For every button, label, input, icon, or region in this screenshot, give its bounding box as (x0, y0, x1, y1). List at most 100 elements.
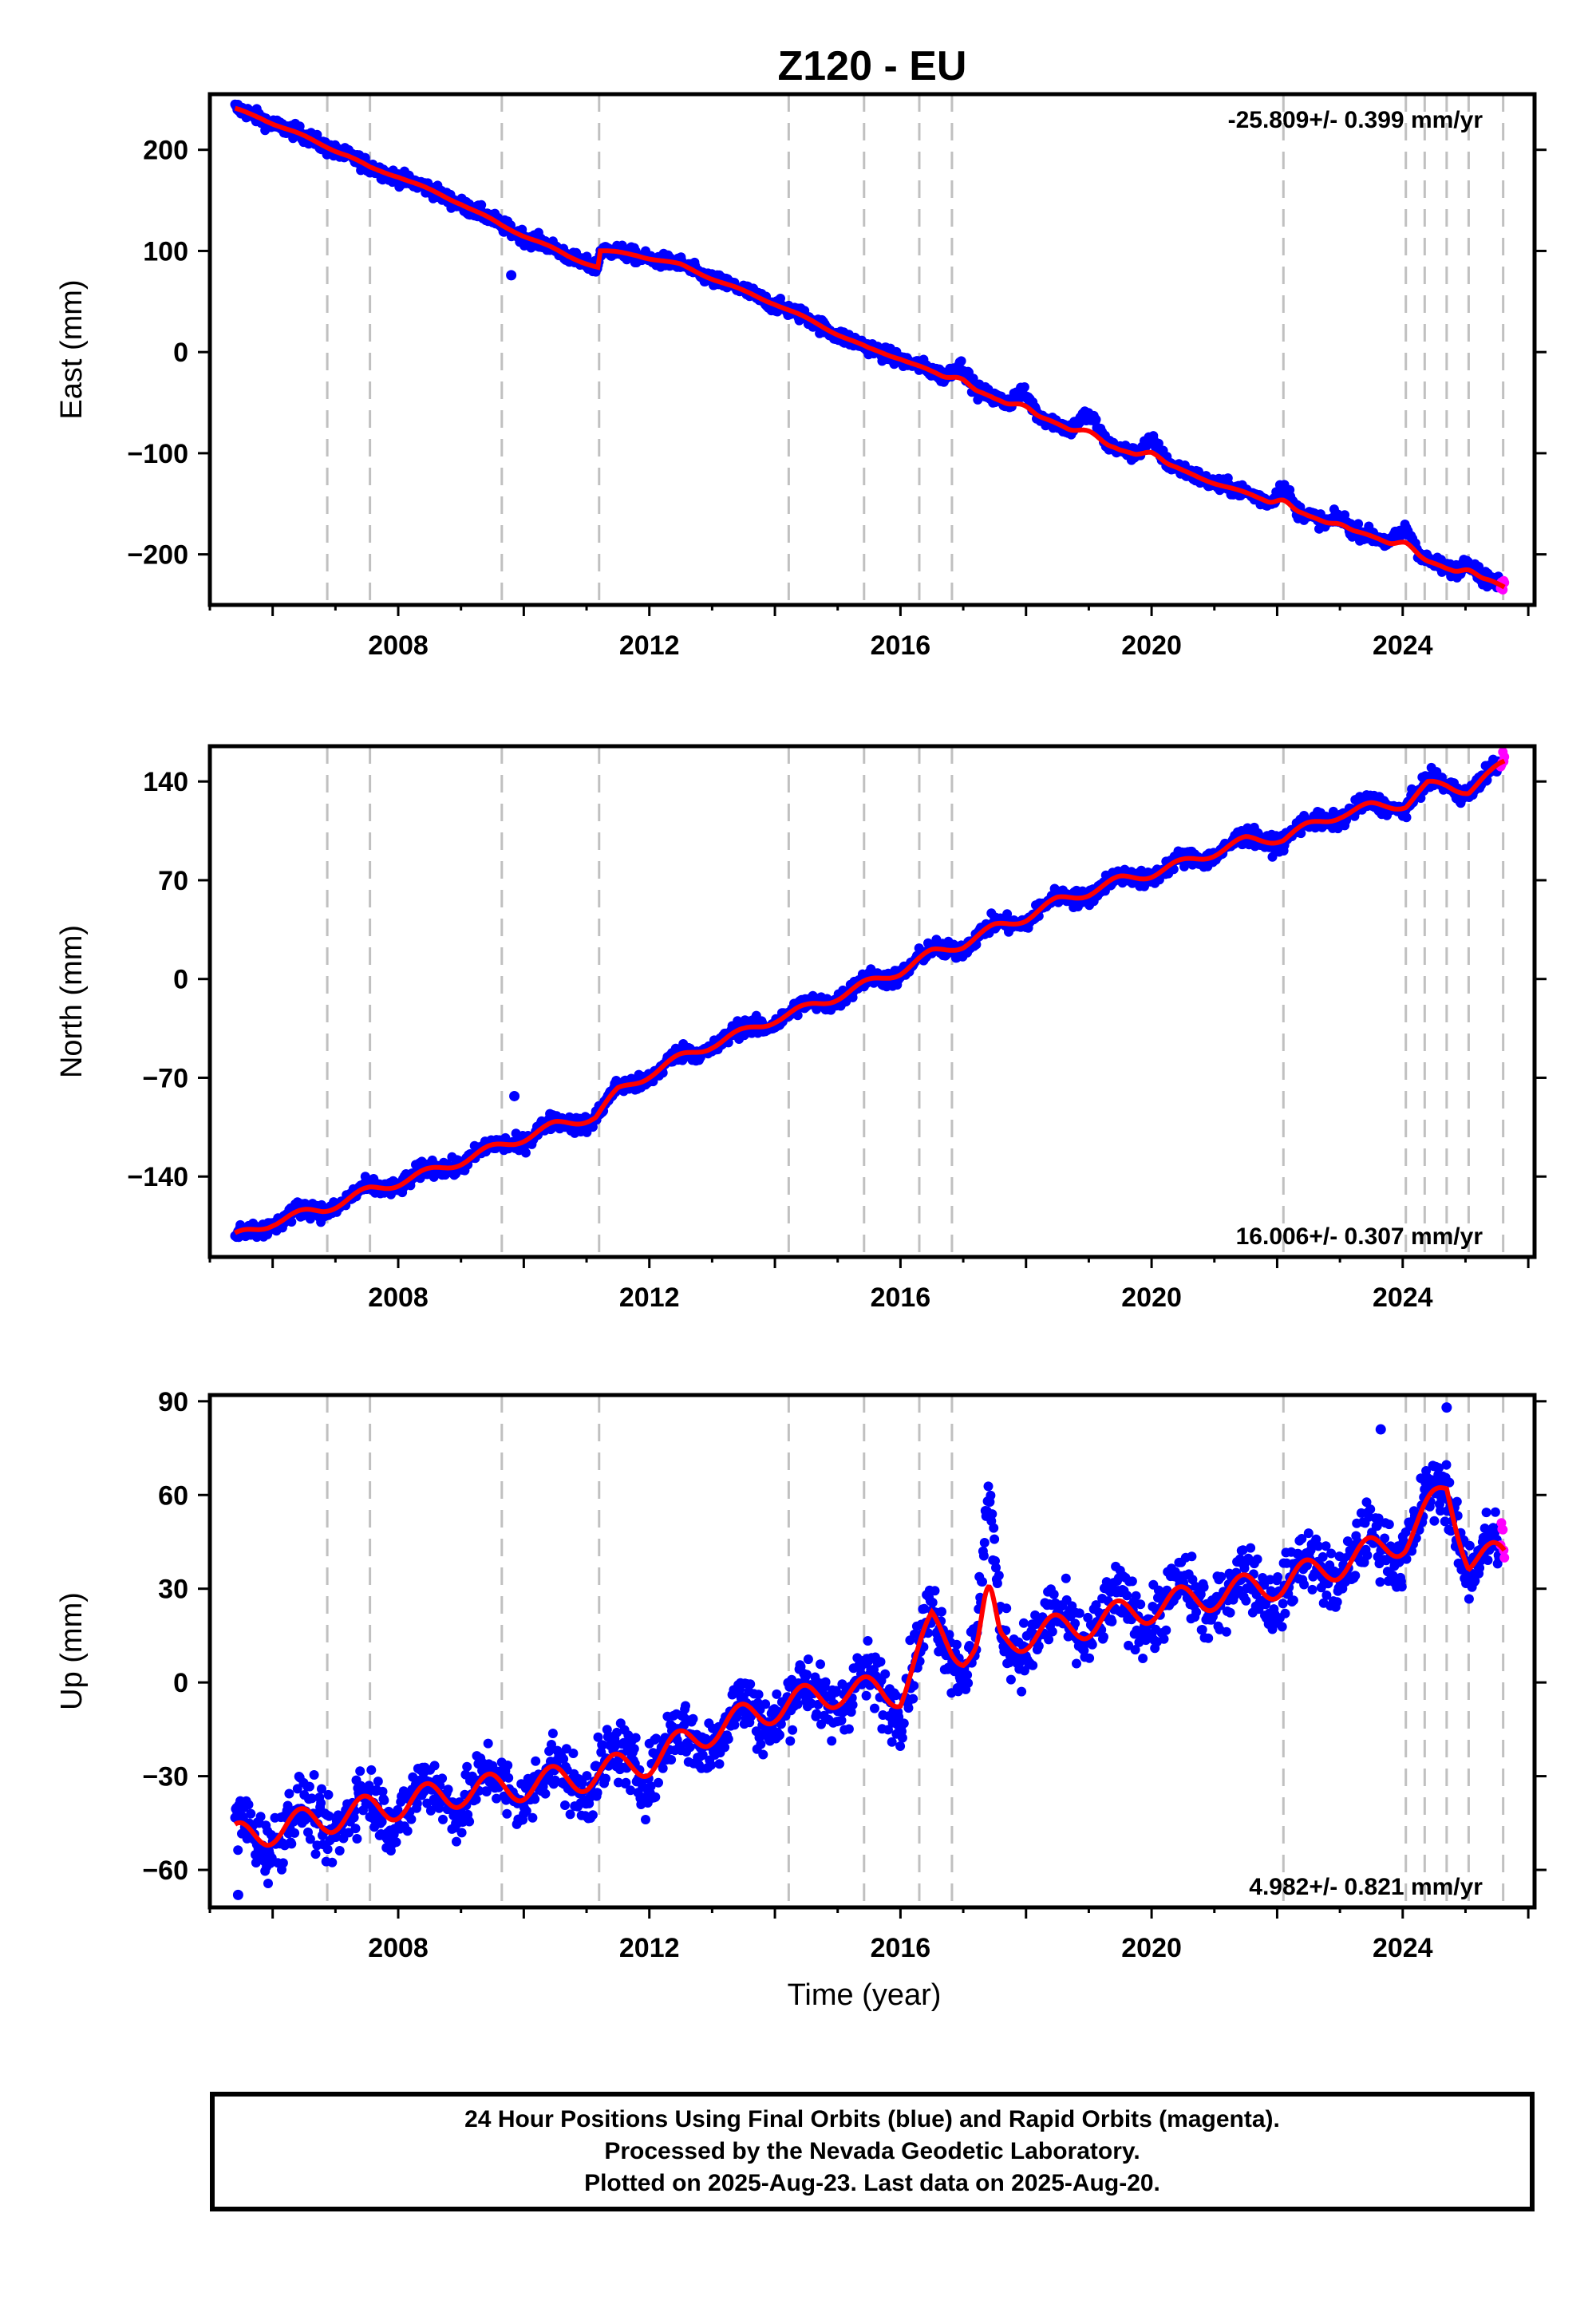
data-point (1246, 1543, 1256, 1553)
data-point (334, 1846, 345, 1856)
data-point (286, 1217, 297, 1227)
data-point (1074, 1608, 1084, 1618)
data-point (1203, 1633, 1214, 1643)
data-point (1099, 1632, 1108, 1642)
y-tick-label: −70 (142, 1063, 188, 1093)
x-tick-label: 2008 (368, 630, 429, 661)
data-point (462, 1761, 472, 1772)
data-point (391, 1837, 401, 1848)
data-point (1061, 1573, 1071, 1583)
data-point (1131, 1591, 1141, 1601)
y-tick-label: −200 (127, 540, 188, 571)
rate-label: -25.809+/- 0.399 mm/yr (1228, 107, 1483, 133)
data-point (601, 1773, 610, 1784)
data-point (758, 1749, 768, 1760)
data-point (438, 1814, 448, 1824)
x-tick-label: 2024 (1373, 630, 1433, 661)
data-point (1280, 1608, 1290, 1618)
data-point (1087, 1639, 1097, 1650)
data-point (587, 1810, 598, 1820)
data-point (843, 1724, 854, 1734)
data-point (456, 1828, 467, 1838)
data-point (233, 1845, 243, 1856)
data-point (895, 1741, 906, 1751)
data-point (1307, 1584, 1317, 1595)
data-point (785, 1736, 796, 1746)
data-point (880, 1669, 891, 1679)
data-point (863, 1636, 873, 1646)
data-point (355, 1766, 365, 1777)
data-point (1018, 1618, 1029, 1628)
data-point (654, 1777, 663, 1788)
data-point (861, 1690, 871, 1701)
x-tick-label: 2020 (1121, 1282, 1182, 1313)
data-point (520, 1148, 531, 1158)
data-point (309, 1770, 319, 1780)
y-tick-label: −100 (127, 439, 188, 469)
panel-frame (207, 744, 1537, 1259)
data-point (930, 1586, 940, 1596)
y-tick-label: 70 (158, 866, 188, 896)
data-point (1216, 1571, 1227, 1582)
data-point (658, 1763, 668, 1773)
data-point (483, 1738, 493, 1749)
data-point (366, 1765, 377, 1775)
data-point (820, 1677, 831, 1687)
data-point (402, 1826, 413, 1836)
data-point (502, 1808, 512, 1819)
y-axis-label: North (mm) (55, 925, 89, 1078)
data-point (1252, 1554, 1262, 1564)
data-point (1138, 1654, 1148, 1663)
data-point (870, 1703, 879, 1713)
chart-title: Z120 - EU (778, 43, 967, 89)
data-point (641, 1815, 650, 1824)
data-point (994, 1571, 1004, 1581)
data-point (547, 1729, 558, 1738)
data-point (540, 1788, 551, 1799)
data-point (327, 1857, 338, 1867)
data-point (504, 1773, 514, 1783)
data-point (322, 1844, 333, 1855)
data-point (587, 1122, 598, 1132)
data-point (1091, 414, 1101, 425)
data-point (443, 1784, 453, 1795)
y-tick-label: 0 (173, 965, 188, 995)
data-point (1001, 1603, 1012, 1614)
data-point (1047, 1626, 1057, 1637)
data-point (937, 1607, 946, 1617)
data-point (1002, 909, 1013, 919)
data-point (560, 1800, 570, 1810)
data-point (290, 1828, 300, 1838)
data-point (592, 1788, 602, 1798)
data-point (951, 1639, 962, 1650)
y-tick-label: 140 (143, 767, 188, 797)
data-point (1127, 1576, 1137, 1587)
data-point (803, 1654, 813, 1665)
data-point (1401, 812, 1412, 823)
data-point (983, 1481, 994, 1492)
model-fit-line (234, 105, 1506, 590)
data-point (582, 251, 592, 262)
data-point (760, 1699, 771, 1709)
data-point (681, 1701, 690, 1711)
data-point (629, 1744, 639, 1754)
data-point (772, 1689, 782, 1699)
data-point (255, 1812, 266, 1822)
data-point (352, 1834, 362, 1844)
data-point (1225, 1607, 1235, 1618)
data-point (650, 1792, 661, 1802)
x-tick-label: 2016 (871, 1282, 931, 1313)
data-point (1267, 852, 1278, 862)
data-point (899, 1718, 909, 1729)
data-point (1353, 519, 1364, 529)
data-point (1332, 1597, 1342, 1607)
data-point (1197, 1625, 1207, 1634)
data-point (875, 1657, 886, 1667)
data-point (1499, 752, 1510, 762)
data-point (847, 1700, 858, 1710)
data-point (373, 1777, 383, 1787)
data-point (1273, 1572, 1283, 1582)
data-point (666, 1755, 677, 1765)
data-point (310, 1849, 321, 1860)
